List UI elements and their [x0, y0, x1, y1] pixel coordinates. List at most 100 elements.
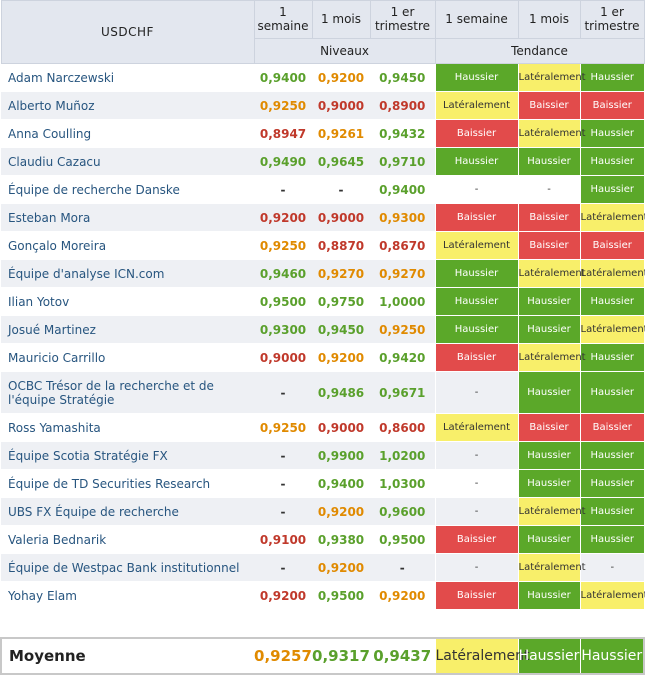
level-value: 0,9200 — [312, 553, 370, 582]
col-1-semaine: 1 semaine — [253, 0, 313, 39]
average-1-mois: 0,9317 — [312, 636, 370, 675]
level-value: 0,9380 — [312, 525, 370, 554]
analyst-name: Gonçalo Moreira — [1, 231, 254, 260]
analyst-name: Équipe de Westpac Bank institutionnel — [1, 553, 254, 582]
trend-cell: Haussier — [434, 315, 518, 344]
level-value: 0,9300 — [370, 203, 435, 232]
group-niveaux: Niveaux — [253, 37, 436, 65]
average-trend-1-mois: Haussier — [517, 636, 580, 675]
trend-cell: - — [434, 469, 518, 498]
level-value: 0,9645 — [312, 147, 370, 176]
table-row: Gonçalo Moreira 0,9250 0,8870 0,8670 Latéral… — [1, 231, 644, 260]
table-row: Valeria Bednarik 0,9100 0,9380 0,9500 Baissi… — [1, 525, 644, 554]
level-value: 0,9900 — [312, 441, 370, 470]
trend-cell: Haussier — [579, 525, 644, 554]
analyst-name: Mauricio Carrillo — [1, 343, 254, 372]
trend-cell: Haussier — [434, 63, 518, 92]
trend-cell: Latéralement — [579, 315, 645, 344]
level-value: 0,9450 — [370, 63, 435, 92]
trend-cell: Haussier — [434, 287, 518, 316]
trend-cell: Baissier — [434, 525, 518, 554]
level-value: 0,9432 — [370, 119, 435, 148]
level-value: 0,9000 — [254, 343, 312, 372]
analyst-name: OCBC Trésor de la recherche et de l'équi… — [1, 371, 254, 414]
trend-cell: Latéralement — [579, 203, 645, 232]
table-row: Mauricio Carrillo 0,9000 0,9200 0,9420 Baiss… — [1, 343, 644, 372]
trend-cell: Haussier — [579, 497, 644, 526]
level-value: 0,9200 — [312, 497, 370, 526]
trend-cell: Latéralement — [579, 581, 645, 610]
table-row: Anna Coulling 0,8947 0,9261 0,9432 Baissier L… — [1, 119, 644, 148]
table-row: Équipe de TD Securities Research -0,9400 1… — [1, 469, 644, 498]
level-value: 0,9200 — [254, 581, 312, 610]
level-value: 0,9000 — [312, 91, 370, 120]
trend-cell: Baissier — [517, 413, 580, 442]
level-value: 0,9500 — [312, 581, 370, 610]
level-value: 0,9486 — [312, 371, 370, 414]
trend-cell: Haussier — [579, 343, 644, 372]
trend-cell: Baissier — [517, 231, 580, 260]
trend-cell: Latéralement — [434, 91, 518, 120]
trend-cell: Haussier — [517, 315, 580, 344]
analyst-name: Ross Yamashita — [1, 413, 254, 442]
trend-cell: - — [434, 371, 518, 414]
level-value: - — [254, 371, 312, 414]
trend-cell: - — [517, 175, 580, 204]
table-row: Claudiu Cazacu 0,9490 0,9645 0,9710 Haussier… — [1, 147, 644, 176]
table-row: Équipe de Westpac Bank institutionnel - 0,… — [1, 553, 644, 582]
level-value: 0,9270 — [312, 259, 370, 288]
level-value: 0,9500 — [370, 525, 435, 554]
trend-cell: Baissier — [434, 119, 518, 148]
analyst-name: Josué Martinez — [1, 315, 254, 344]
level-value: 0,9250 — [254, 231, 312, 260]
table-row: OCBC Trésor de la recherche et de l'équi… — [1, 371, 644, 414]
trend-cell: Haussier — [517, 469, 580, 498]
table-row: Équipe d'analyse ICN.com 0,9460 0,9270 0,92… — [1, 259, 645, 288]
trend-cell: - — [579, 553, 644, 582]
trend-cell: Haussier — [579, 469, 644, 498]
level-value: 0,9600 — [370, 497, 435, 526]
trend-cell: Latéralement — [579, 259, 645, 288]
trend-cell: Haussier — [517, 581, 580, 610]
analyst-name: Anna Coulling — [1, 119, 254, 148]
level-value: 0,8900 — [370, 91, 435, 120]
table-row: Alberto Muñoz 0,9250 0,9000 0,8900 Latéralem… — [1, 91, 644, 120]
level-value: 0,9200 — [312, 63, 370, 92]
level-value: 0,9300 — [254, 315, 312, 344]
trend-cell: Haussier — [579, 175, 644, 204]
trend-cell: - — [434, 175, 518, 204]
level-value: 0,9750 — [312, 287, 370, 316]
trend-cell: Baissier — [517, 203, 580, 232]
trend-cell: Haussier — [579, 147, 644, 176]
level-value: 0,9400 — [370, 175, 435, 204]
level-value: 0,9400 — [254, 63, 312, 92]
trend-col-1-trimestre: 1 er trimestre — [579, 0, 645, 39]
trend-cell: Haussier — [434, 147, 518, 176]
trend-cell: Latéralement — [434, 231, 518, 260]
level-value: 0,9710 — [370, 147, 435, 176]
level-value: 0,9500 — [254, 287, 312, 316]
trend-cell: Latéralement — [517, 497, 586, 526]
level-value: 0,9490 — [254, 147, 312, 176]
table-row: UBS FX Équipe de recherche -0,9200 0,9600-… — [1, 497, 644, 526]
trend-cell: - — [434, 441, 518, 470]
analyst-name: Claudiu Cazacu — [1, 147, 254, 176]
level-value: 0,9671 — [370, 371, 435, 414]
level-value: 0,9250 — [254, 413, 312, 442]
average-1-trimestre: 0,9437 — [370, 636, 435, 675]
trend-cell: Latéralement — [434, 413, 518, 442]
level-value: 0,9250 — [370, 315, 435, 344]
average-1-semaine: 0,9257 — [254, 636, 312, 675]
level-value: 0,9200 — [312, 343, 370, 372]
trend-cell: Haussier — [579, 371, 644, 414]
trend-cell: Baissier — [579, 231, 644, 260]
table-row: Adam Narczewski 0,9400 0,9200 0,9450 Haussie… — [1, 63, 644, 92]
level-value: 0,8947 — [254, 119, 312, 148]
level-value: 0,9000 — [312, 203, 370, 232]
level-value: 0,9000 — [312, 413, 370, 442]
level-value: 0,9200 — [254, 203, 312, 232]
trend-cell: Latéralement — [517, 63, 586, 92]
level-value: - — [254, 175, 312, 204]
trend-cell: Baissier — [517, 91, 580, 120]
